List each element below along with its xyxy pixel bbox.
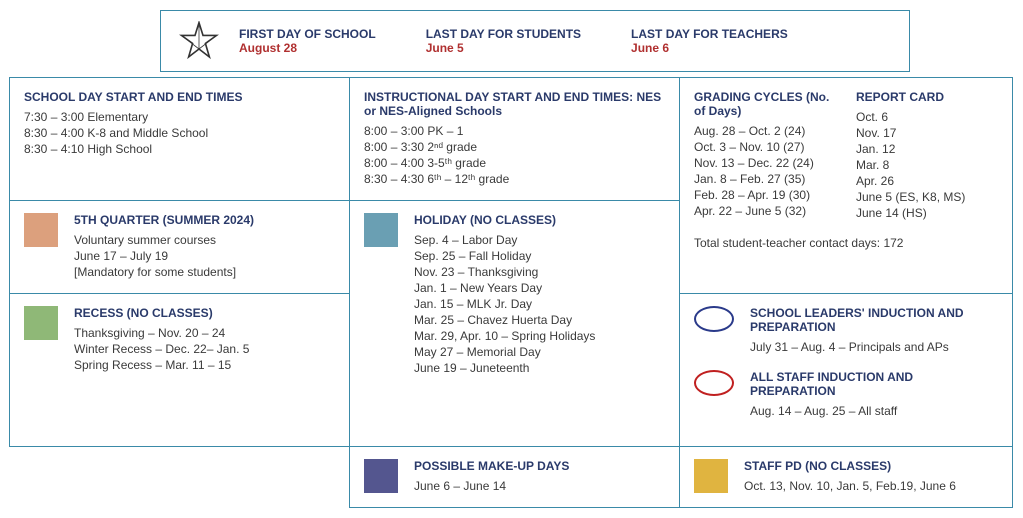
instructional-day-line: 8:00 – 3:30 2ⁿᵈ grade (364, 140, 665, 154)
grading-cycle-line: Aug. 28 – Oct. 2 (24) (694, 124, 836, 138)
instructional-day-title: INSTRUCTIONAL DAY START AND END TIMES: N… (364, 90, 665, 118)
last-day-students: LAST DAY FOR STUDENTS June 5 (426, 27, 581, 55)
makeup-box: POSSIBLE MAKE-UP DAYS June 6 – June 14 (349, 446, 680, 508)
fifth-quarter-line: [Mandatory for some students] (74, 265, 335, 279)
recess-box: RECESS (NO CLASSES) Thanksgiving – Nov. … (9, 293, 350, 447)
recess-line: Thanksgiving – Nov. 20 – 24 (74, 326, 335, 340)
holiday-title: HOLIDAY (NO CLASSES) (414, 213, 665, 227)
recess-swatch (24, 306, 58, 340)
makeup-swatch (364, 459, 398, 493)
holiday-box: HOLIDAY (NO CLASSES) Sep. 4 – Labor Day S… (349, 200, 680, 447)
last-day-teachers: LAST DAY FOR TEACHERS June 6 (631, 27, 788, 55)
last-day-students-label: LAST DAY FOR STUDENTS (426, 27, 581, 41)
grading-cycle-line: Oct. 3 – Nov. 10 (27) (694, 140, 836, 154)
recess-title: RECESS (NO CLASSES) (74, 306, 335, 320)
holiday-line: June 19 – Juneteenth (414, 361, 665, 375)
report-card-line: Mar. 8 (856, 158, 998, 172)
holiday-line: Nov. 23 – Thanksgiving (414, 265, 665, 279)
leaders-ellipse-icon (694, 306, 734, 332)
instructional-day-line: 8:00 – 3:00 PK – 1 (364, 124, 665, 138)
fifth-quarter-line: Voluntary summer courses (74, 233, 335, 247)
staff-induction-title: ALL STAFF INDUCTION AND PREPARATION (750, 370, 998, 398)
leaders-line: July 31 – Aug. 4 – Principals and APs (750, 340, 998, 354)
recess-line: Spring Recess – Mar. 11 – 15 (74, 358, 335, 372)
school-day-title: SCHOOL DAY START AND END TIMES (24, 90, 335, 104)
report-card-line: Apr. 26 (856, 174, 998, 188)
leaders-title: SCHOOL LEADERS' INDUCTION AND PREPARATIO… (750, 306, 998, 334)
fifth-quarter-box: 5TH QUARTER (SUMMER 2024) Voluntary summ… (9, 200, 350, 294)
staff-pd-title: STAFF PD (NO CLASSES) (744, 459, 998, 473)
school-day-line: 7:30 – 3:00 Elementary (24, 110, 335, 124)
grading-cycle-line: Feb. 28 – Apr. 19 (30) (694, 188, 836, 202)
holiday-line: Jan. 15 – MLK Jr. Day (414, 297, 665, 311)
makeup-line: June 6 – June 14 (414, 479, 665, 493)
contact-days: Total student-teacher contact days: 172 (694, 236, 998, 250)
grading-title: GRADING CYCLES (No. of Days) (694, 90, 836, 118)
grading-cycle-line: Nov. 13 – Dec. 22 (24) (694, 156, 836, 170)
school-day-line: 8:30 – 4:00 K-8 and Middle School (24, 126, 335, 140)
report-card-line: Oct. 6 (856, 110, 998, 124)
report-card-line: June 14 (HS) (856, 206, 998, 220)
holiday-line: Mar. 29, Apr. 10 – Spring Holidays (414, 329, 665, 343)
report-card-title: REPORT CARD (856, 90, 998, 104)
holiday-line: Jan. 1 – New Years Day (414, 281, 665, 295)
grading-cycle-line: Jan. 8 – Feb. 27 (35) (694, 172, 836, 186)
induction-box: SCHOOL LEADERS' INDUCTION AND PREPARATIO… (679, 293, 1013, 447)
instructional-day-box: INSTRUCTIONAL DAY START AND END TIMES: N… (349, 77, 680, 201)
staff-induction-line: Aug. 14 – Aug. 25 – All staff (750, 404, 998, 418)
star-icon (179, 21, 219, 61)
recess-line: Winter Recess – Dec. 22– Jan. 5 (74, 342, 335, 356)
fifth-quarter-swatch (24, 213, 58, 247)
instructional-day-line: 8:30 – 4:30 6ᵗʰ – 12ᵗʰ grade (364, 172, 665, 186)
grading-report-box: GRADING CYCLES (No. of Days) Aug. 28 – O… (679, 77, 1013, 294)
last-day-students-value: June 5 (426, 41, 581, 55)
school-day-box: SCHOOL DAY START AND END TIMES 7:30 – 3:… (9, 77, 350, 201)
holiday-line: Sep. 4 – Labor Day (414, 233, 665, 247)
instructional-day-line: 8:00 – 4:00 3-5ᵗʰ grade (364, 156, 665, 170)
school-day-line: 8:30 – 4:10 High School (24, 142, 335, 156)
staff-ellipse-icon (694, 370, 734, 396)
staff-pd-swatch (694, 459, 728, 493)
report-card-line: June 5 (ES, K8, MS) (856, 190, 998, 204)
key-dates-banner: FIRST DAY OF SCHOOL August 28 LAST DAY F… (160, 10, 910, 72)
makeup-title: POSSIBLE MAKE-UP DAYS (414, 459, 665, 473)
holiday-line: May 27 – Memorial Day (414, 345, 665, 359)
holiday-line: Mar. 25 – Chavez Huerta Day (414, 313, 665, 327)
last-day-teachers-value: June 6 (631, 41, 788, 55)
report-card-line: Nov. 17 (856, 126, 998, 140)
staff-pd-line: Oct. 13, Nov. 10, Jan. 5, Feb.19, June 6 (744, 479, 998, 493)
report-card-line: Jan. 12 (856, 142, 998, 156)
fifth-quarter-line: June 17 – July 19 (74, 249, 335, 263)
first-day-label: FIRST DAY OF SCHOOL (239, 27, 376, 41)
fifth-quarter-title: 5TH QUARTER (SUMMER 2024) (74, 213, 335, 227)
first-day-value: August 28 (239, 41, 376, 55)
grading-cycle-line: Apr. 22 – June 5 (32) (694, 204, 836, 218)
holiday-line: Sep. 25 – Fall Holiday (414, 249, 665, 263)
first-day: FIRST DAY OF SCHOOL August 28 (239, 27, 376, 55)
holiday-swatch (364, 213, 398, 247)
last-day-teachers-label: LAST DAY FOR TEACHERS (631, 27, 788, 41)
staff-pd-box: STAFF PD (NO CLASSES) Oct. 13, Nov. 10, … (679, 446, 1013, 508)
